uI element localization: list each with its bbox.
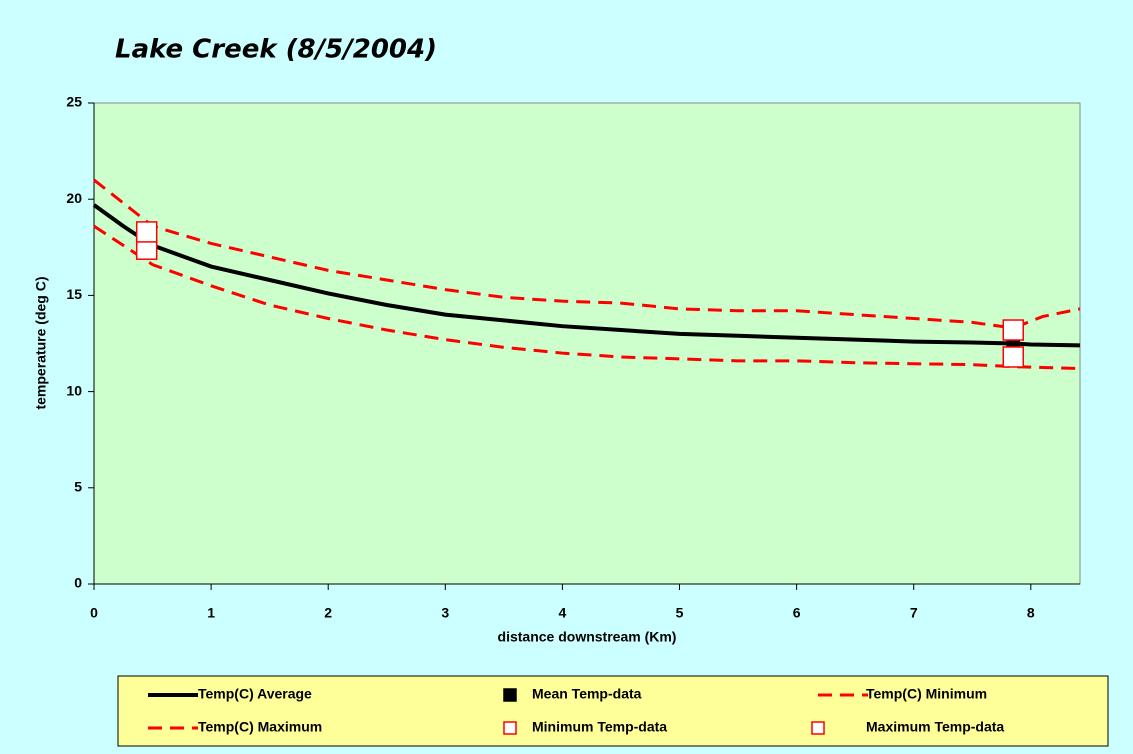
legend-label: Mean Temp-data [532,686,642,702]
series-line [93,224,1081,371]
y-tick-label: 20 [66,190,82,206]
y-axis-label: temperature (deg C) [33,276,49,409]
y-tick-label: 25 [66,94,82,110]
legend-symbol [811,721,825,735]
series-line [92,203,1081,348]
data-marker [1002,319,1025,341]
x-tick-label: 3 [441,605,449,621]
y-tick-label: 15 [66,286,82,302]
x-tick-label: 5 [676,605,684,621]
x-tick-label: 1 [207,605,215,621]
legend-label: Minimum Temp-data [532,719,667,735]
legend-label: Temp(C) Average [198,686,312,702]
data-marker [135,221,158,243]
series-line [93,178,1081,330]
legend-symbol [503,721,517,735]
x-tick-label: 6 [793,605,801,621]
legend-symbol [503,688,517,702]
x-tick-label: 4 [559,605,567,621]
legend [117,675,1109,747]
x-tick-label: 8 [1027,605,1035,621]
legend-label: Maximum Temp-data [866,719,1004,735]
y-tick-label: 0 [74,575,82,591]
legend-label: Temp(C) Minimum [866,686,987,702]
x-tick-label: 2 [324,605,332,621]
x-tick-label: 0 [90,605,98,621]
data-marker [1002,346,1025,368]
legend-label: Temp(C) Maximum [198,719,322,735]
chart-title: Lake Creek (8/5/2004) [115,35,437,65]
y-tick-label: 5 [74,479,82,495]
y-tick-label: 10 [66,382,82,398]
x-tick-label: 7 [910,605,918,621]
x-axis-label: distance downstream (Km) [498,629,677,645]
